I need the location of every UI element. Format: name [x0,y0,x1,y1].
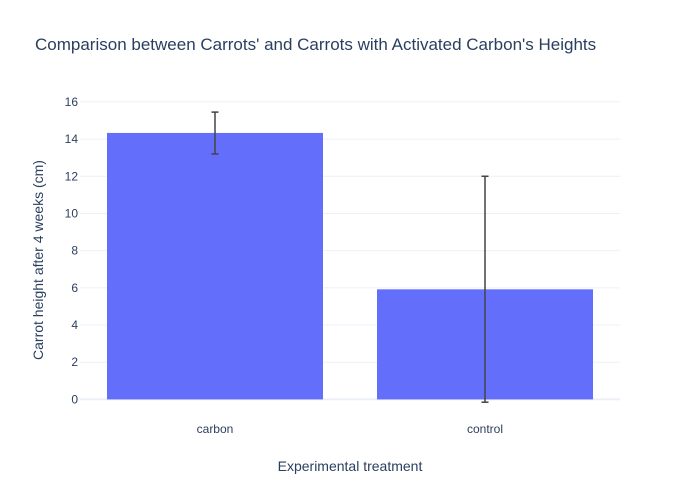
y-tick-label: 16 [65,95,79,109]
y-axis-title: Carrot height after 4 weeks (cm) [30,160,46,360]
error-bar-control [481,175,489,403]
error-bars [211,111,489,403]
chart-title: Comparison between Carrots' and Carrots … [35,35,596,54]
y-tick-label: 14 [65,132,79,146]
y-tick-label: 4 [71,318,78,332]
x-tick-label: carbon [197,422,234,436]
bar-carbon [107,132,323,400]
y-tick-label: 12 [65,169,79,183]
error-bar-carbon [211,111,219,155]
y-axis-ticks: 0 2 4 6 8 10 12 14 16 [65,95,79,407]
y-tick-label: 0 [71,392,78,406]
y-tick-label: 2 [71,355,78,369]
y-tick-label: 8 [71,244,78,258]
y-tick-label: 10 [65,206,79,220]
x-axis-ticks: carbon control [197,422,503,436]
x-axis-title: Experimental treatment [278,458,423,474]
x-tick-label: control [467,422,503,436]
bars [107,132,593,400]
y-tick-label: 6 [71,281,78,295]
